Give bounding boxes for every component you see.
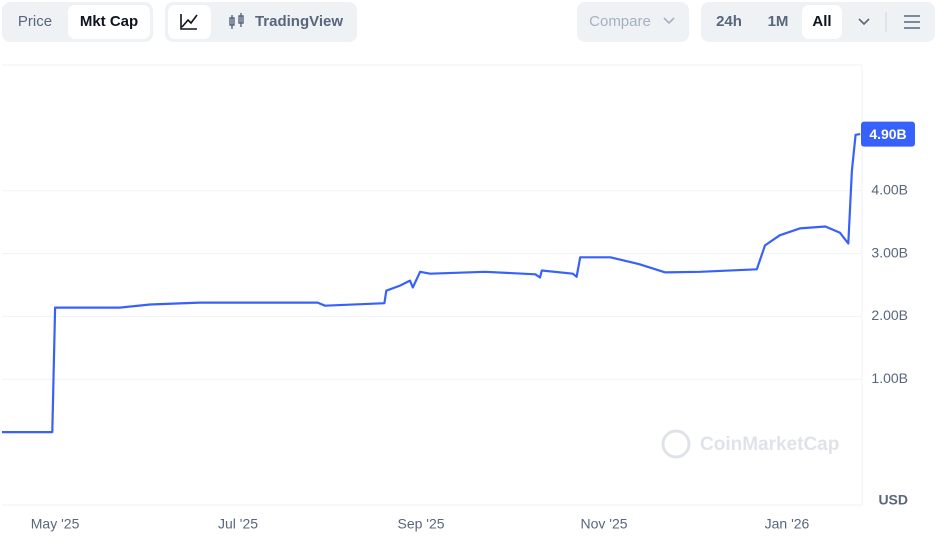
candle-icon bbox=[229, 13, 244, 29]
mkt-cap-tab[interactable]: Mkt Cap bbox=[80, 13, 138, 30]
x-tick-label: Sep '25 bbox=[397, 516, 444, 532]
current-value-bg bbox=[861, 121, 915, 147]
line-icon bbox=[180, 14, 198, 30]
x-tick-label: Jul '25 bbox=[218, 516, 258, 532]
settings-icon[interactable] bbox=[904, 15, 920, 29]
compare-button[interactable] bbox=[577, 2, 689, 42]
x-tick-label: Nov '25 bbox=[580, 516, 627, 532]
x-tick-label: Jan '26 bbox=[765, 516, 810, 532]
watermark-logo bbox=[661, 429, 691, 459]
active-tab-bg bbox=[68, 5, 150, 39]
y-tick-label: 1.00B bbox=[871, 370, 908, 386]
toolbar-group bbox=[165, 2, 357, 42]
y-tick-label: 4.00B bbox=[871, 181, 908, 197]
y-tick-label: 3.00B bbox=[871, 244, 908, 260]
y-tick-label: 2.00B bbox=[871, 307, 908, 323]
currency-unit: USD bbox=[878, 492, 908, 508]
range-all[interactable]: All bbox=[812, 13, 831, 30]
chevron bbox=[663, 17, 675, 25]
compare-label: Compare bbox=[589, 13, 651, 30]
range-1m[interactable]: 1M bbox=[768, 13, 789, 30]
tradingview-button[interactable]: TradingView bbox=[255, 13, 343, 30]
price-tab[interactable]: Price bbox=[18, 13, 52, 30]
watermark: CoinMarketCap bbox=[661, 429, 839, 459]
watermark-text: CoinMarketCap bbox=[700, 434, 839, 455]
line-series bbox=[2, 133, 861, 434]
plot-frame bbox=[2, 64, 863, 505]
x-tick-label: May '25 bbox=[31, 516, 80, 532]
range-chevron[interactable] bbox=[858, 18, 870, 26]
active-range-bg bbox=[802, 5, 842, 39]
current-value-label: 4.90B bbox=[869, 126, 906, 142]
range-24h[interactable]: 24h bbox=[716, 13, 742, 30]
